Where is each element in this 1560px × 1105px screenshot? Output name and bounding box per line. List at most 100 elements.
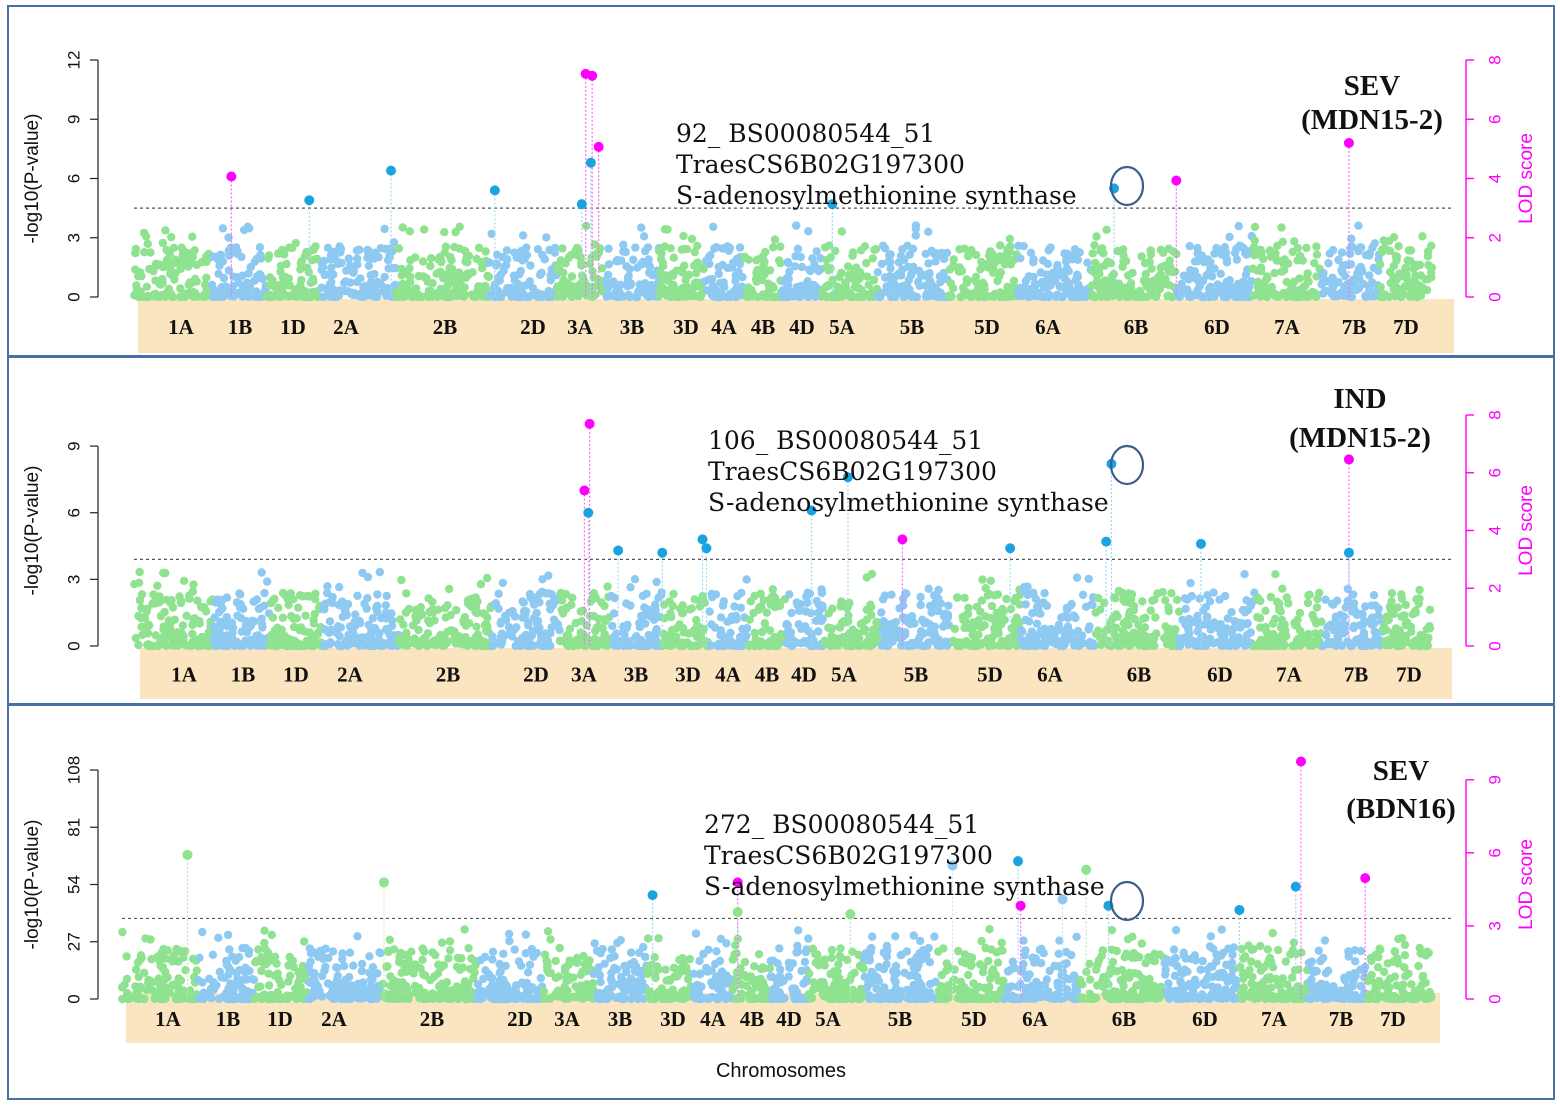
snp-point	[340, 961, 349, 971]
snp-point	[239, 994, 249, 1004]
snp-point	[613, 255, 622, 265]
snp-point	[1205, 267, 1214, 276]
snp-point	[610, 280, 620, 289]
snp-point	[1418, 232, 1427, 241]
snp-point	[894, 258, 904, 267]
snp-point	[837, 227, 846, 236]
snp-point	[1099, 249, 1108, 258]
chromosome-label-5A: 5A	[829, 315, 856, 339]
snp-point	[453, 953, 462, 963]
snp-point	[716, 613, 726, 622]
snp-point	[968, 618, 977, 627]
snp-point	[480, 609, 489, 619]
snp-point	[382, 591, 391, 601]
snp-point	[452, 605, 461, 615]
snp-point	[1021, 600, 1030, 609]
snp-point	[1427, 241, 1436, 250]
snp-point	[381, 601, 390, 610]
snp-point	[784, 280, 793, 290]
snp-point	[420, 225, 429, 234]
snp-point	[404, 604, 414, 614]
snp-point	[1222, 624, 1231, 633]
snp-point	[516, 266, 525, 276]
snp-point	[1044, 627, 1053, 637]
snp-point	[210, 635, 219, 644]
snp-point	[675, 286, 684, 296]
snp-point	[150, 597, 159, 606]
snp-point	[1361, 641, 1371, 651]
snp-point	[801, 622, 810, 631]
snp-point	[1374, 611, 1383, 620]
snp-point	[373, 590, 382, 599]
snp-point	[984, 251, 994, 260]
snp-point	[415, 983, 424, 993]
snp-point	[848, 292, 858, 302]
snp-point	[880, 631, 889, 641]
snp-point	[225, 945, 234, 954]
snp-point	[1125, 641, 1134, 651]
snp-point	[669, 253, 678, 262]
snp-point	[209, 252, 218, 261]
snp-point	[556, 280, 566, 290]
snp-point	[1290, 618, 1299, 627]
snp-point	[1000, 260, 1010, 269]
snp-point	[1063, 249, 1073, 259]
snp-point	[1006, 605, 1016, 614]
snp-point	[857, 285, 866, 295]
chromosome-label-4D: 4D	[789, 315, 815, 339]
snp-point	[385, 935, 394, 944]
qtl-lod-peak	[1171, 175, 1182, 186]
snp-point	[849, 267, 859, 276]
snp-point	[933, 287, 943, 296]
snp-point	[436, 284, 445, 294]
snp-point	[943, 610, 953, 619]
snp-point	[1312, 603, 1322, 612]
snp-point	[908, 244, 918, 253]
snp-point	[358, 633, 367, 642]
snp-point	[880, 273, 890, 282]
snp-point	[1209, 588, 1218, 597]
snp-point	[981, 612, 990, 621]
snp-point	[524, 988, 533, 997]
snp-point	[331, 287, 341, 296]
snp-point	[165, 259, 175, 268]
snp-point	[886, 257, 895, 267]
snp-point	[817, 616, 826, 626]
snp-point	[658, 283, 668, 293]
snp-point	[1221, 641, 1231, 650]
chromosome-label-3B: 3B	[624, 663, 649, 687]
snp-point	[872, 618, 881, 627]
snp-point	[428, 597, 437, 607]
snp-point	[647, 637, 657, 647]
y-tick-label: 9	[64, 441, 83, 450]
snp-point	[372, 602, 381, 612]
snp-point	[155, 956, 164, 965]
snp-point	[428, 605, 437, 614]
snp-point	[265, 273, 275, 282]
qtl-lod-peak	[584, 418, 595, 429]
snp-point	[1276, 623, 1286, 632]
snp-point	[434, 960, 443, 969]
snp-point	[733, 592, 742, 601]
snp-point	[424, 292, 433, 302]
snp-point	[444, 954, 453, 963]
snp-point	[1241, 270, 1251, 279]
snp-point	[993, 276, 1002, 286]
chromosome-label-1A: 1A	[171, 663, 198, 687]
snp-point	[1325, 249, 1335, 258]
gene-annotation: TraesCS6B02G197300	[676, 150, 965, 179]
snp-point	[922, 271, 931, 281]
snp-point	[950, 624, 959, 634]
snp-point	[604, 260, 614, 269]
snp-point	[796, 252, 805, 262]
snp-point	[810, 260, 819, 269]
snp-point	[790, 262, 800, 271]
snp-point	[619, 292, 628, 301]
snp-point	[265, 290, 275, 300]
snp-point	[986, 576, 996, 585]
snp-point	[268, 613, 278, 622]
y-tick-label: 6	[64, 174, 83, 183]
snp-point	[609, 632, 619, 642]
significant-snp-point	[1005, 543, 1016, 554]
snp-point	[235, 641, 244, 650]
